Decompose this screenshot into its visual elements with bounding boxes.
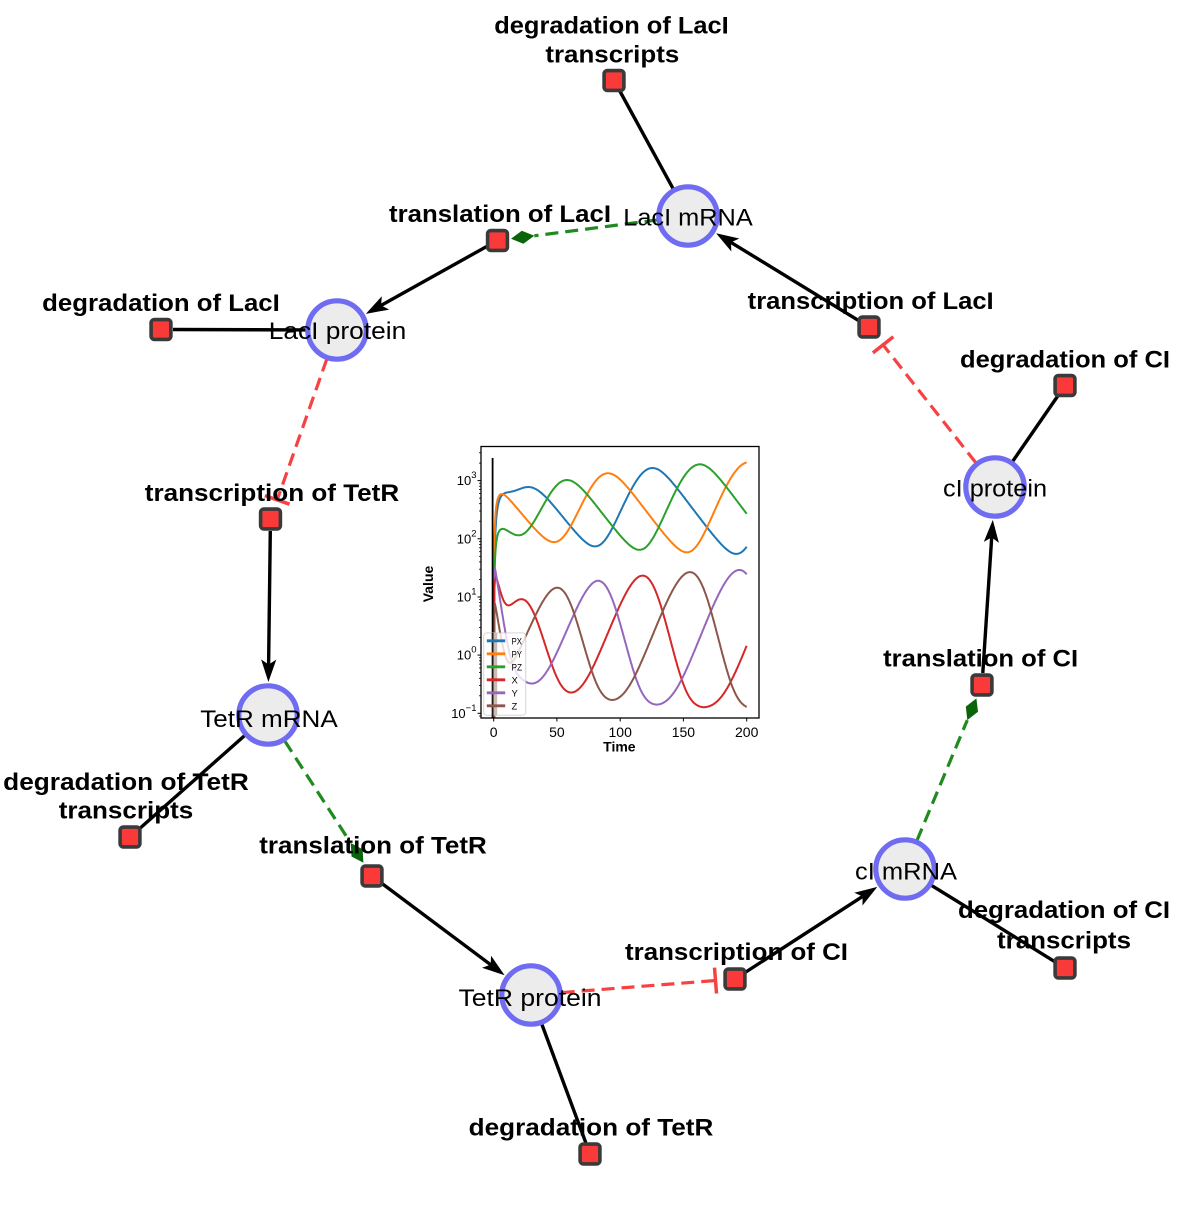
svg-text:translation of LacI: translation of LacI <box>389 201 611 228</box>
svg-text:PX: PX <box>512 636 523 647</box>
svg-text:150: 150 <box>672 724 696 740</box>
svg-text:200: 200 <box>735 724 759 740</box>
svg-text:PY: PY <box>512 649 523 660</box>
svg-text:transcription of LacI: transcription of LacI <box>748 288 994 315</box>
svg-text:translation of TetR: translation of TetR <box>259 832 487 859</box>
svg-text:X: X <box>512 675 519 686</box>
svg-text:Time: Time <box>603 739 636 755</box>
svg-text:degradation of TetR: degradation of TetR <box>469 1115 714 1142</box>
svg-text:transcripts: transcripts <box>545 42 679 69</box>
svg-text:TetR mRNA: TetR mRNA <box>200 706 338 733</box>
svg-text:translation of CI: translation of CI <box>883 646 1078 673</box>
svg-text:degradation of CI: degradation of CI <box>958 897 1170 924</box>
svg-text:transcription of CI: transcription of CI <box>625 939 848 966</box>
svg-text:Y: Y <box>512 688 519 699</box>
svg-text:transcripts: transcripts <box>59 798 194 825</box>
svg-text:degradation of TetR: degradation of TetR <box>3 769 249 796</box>
svg-text:Z: Z <box>512 701 518 712</box>
svg-text:cI mRNA: cI mRNA <box>855 859 957 886</box>
svg-text:PZ: PZ <box>512 662 523 673</box>
svg-text:transcription of TetR: transcription of TetR <box>145 480 400 507</box>
svg-text:degradation of LacI: degradation of LacI <box>42 290 280 317</box>
svg-text:transcripts: transcripts <box>997 928 1131 955</box>
svg-text:LacI mRNA: LacI mRNA <box>623 205 753 232</box>
svg-text:degradation of CI: degradation of CI <box>960 347 1170 374</box>
svg-text:TetR protein: TetR protein <box>459 985 602 1012</box>
svg-text:cI protein: cI protein <box>943 475 1047 502</box>
svg-text:Value: Value <box>420 566 436 603</box>
svg-text:degradation of LacI: degradation of LacI <box>494 13 729 40</box>
svg-text:0: 0 <box>490 724 498 740</box>
svg-text:LacI protein: LacI protein <box>269 318 407 345</box>
svg-text:50: 50 <box>549 724 565 740</box>
